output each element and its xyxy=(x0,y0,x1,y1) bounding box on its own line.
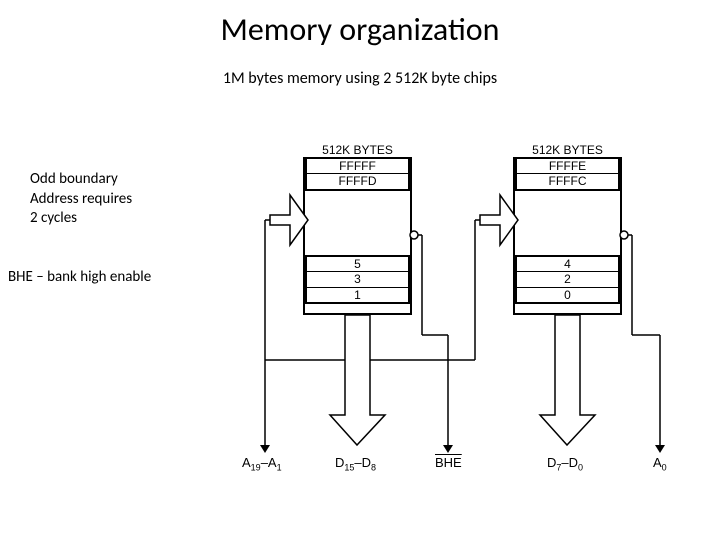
label-data-hi: D15–D8 xyxy=(335,455,376,473)
label-a0: A0 xyxy=(653,455,667,473)
note1-line1: Odd boundary xyxy=(30,170,132,190)
memory-diagram: 512K BYTES FFFFF FFFFD 5 3 1 512K BYTES … xyxy=(230,135,710,475)
bus-arrows xyxy=(230,135,710,475)
label-data-lo: D7–D0 xyxy=(547,455,583,473)
note-odd-boundary: Odd boundary Address requires 2 cycles xyxy=(30,170,132,229)
note1-line2: Address requires xyxy=(30,190,132,210)
page-title: Memory organization xyxy=(0,10,720,49)
note1-line3: 2 cycles xyxy=(30,209,132,229)
note-bhe: BHE – bank high enable xyxy=(8,268,151,286)
page-subtitle: 1M bytes memory using 2 512K byte chips xyxy=(0,69,720,88)
label-addr: A19–A1 xyxy=(242,455,282,473)
label-bhe: BHE xyxy=(435,455,462,470)
